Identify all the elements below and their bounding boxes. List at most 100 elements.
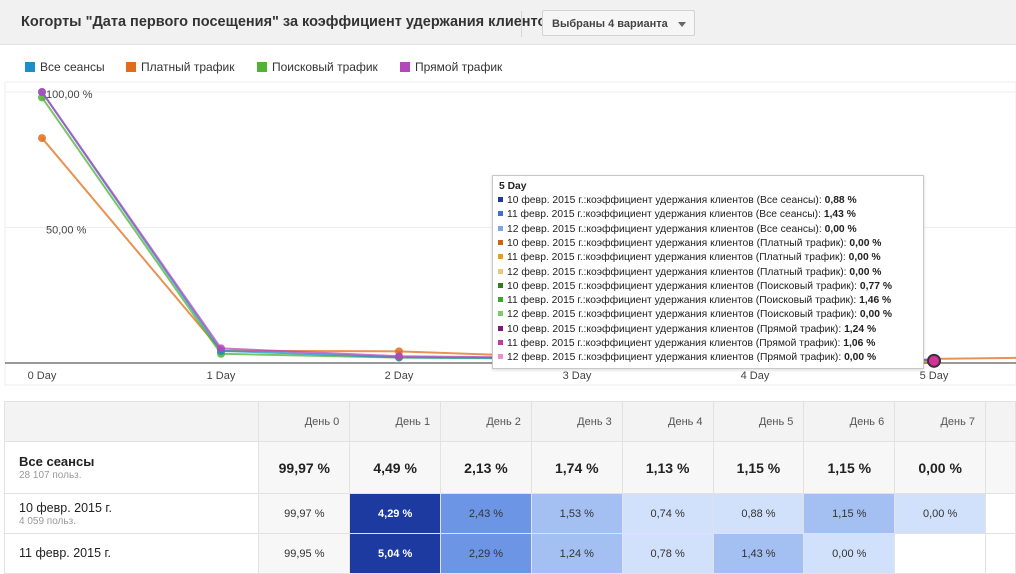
tooltip-row-label: 10 февр. 2015 г.:коэффициент удержания к…	[507, 237, 847, 249]
row-label: Все сеансы 28 107 польз.	[3, 441, 260, 494]
tooltip-title: 5 Day	[499, 181, 527, 192]
y-tick-label: 100,00 %	[46, 89, 93, 101]
tooltip-swatch-icon	[498, 325, 503, 331]
table-cell: 1,13 %	[621, 441, 714, 494]
tooltip-swatch-icon	[498, 211, 503, 217]
tooltip-row-label: 11 февр. 2015 г.:коэффициент удержания к…	[507, 209, 821, 221]
hover-point-marker	[927, 353, 941, 368]
tooltip-swatch-icon	[498, 254, 503, 260]
tooltip-row: 10 февр. 2015 г.:коэффициент удержания к…	[498, 195, 857, 209]
cohort-table: День 0 День 1 День 2 День 3 День 4 День …	[3, 401, 1016, 574]
tooltip-row-value: 0,00 %	[844, 352, 877, 364]
tooltip-row: 11 февр. 2015 г.:коэффициент удержания к…	[498, 252, 881, 266]
y-tick-label: 50,00 %	[46, 225, 87, 237]
x-tick-label: 4 Day	[741, 370, 770, 382]
tooltip-row-value: 0,88 %	[824, 195, 857, 206]
column-header: День 3	[530, 401, 623, 442]
table-cell-extra	[985, 493, 1016, 534]
data-point	[38, 134, 46, 143]
column-header: День 5	[712, 401, 805, 442]
tooltip-row-label: 12 февр. 2015 г.:коэффициент удержания к…	[507, 352, 842, 364]
tooltip-row-value: 1,43 %	[823, 209, 856, 221]
legend-item-all-sessions[interactable]: Все сеансы	[25, 60, 105, 74]
tooltip-row-value: 0,00 %	[824, 223, 857, 235]
table-cell: 2,13 %	[440, 441, 532, 494]
tooltip-row-label: 12 февр. 2015 г.:коэффициент удержания к…	[507, 223, 822, 235]
tooltip-swatch-icon	[498, 311, 503, 317]
report-title: Когорты "Дата первого посещения" за коэф…	[21, 14, 556, 30]
tooltip-row: 12 февр. 2015 г.:коэффициент удержания к…	[498, 267, 881, 281]
chart-tooltip: 5 Day 10 февр. 2015 г.:коэффициент удерж…	[492, 175, 924, 369]
table-cell: 4,29 %	[349, 493, 442, 534]
tooltip-swatch-icon	[498, 282, 503, 288]
table-cell: 1,74 %	[530, 441, 623, 494]
tooltip-row-label: 12 февр. 2015 г.:коэффициент удержания к…	[507, 266, 847, 278]
tooltip-row-value: 0,00 %	[849, 266, 882, 278]
tooltip-row-label: 11 февр. 2015 г.:коэффициент удержания к…	[507, 338, 841, 349]
segments-dropdown[interactable]: Выбраны 4 варианта	[542, 10, 695, 36]
row-name: 11 февр. 2015 г.	[19, 546, 112, 560]
table-row-total: Все сеансы 28 107 польз. 99,97 % 4,49 % …	[3, 441, 1016, 494]
column-header: День 1	[349, 401, 442, 442]
tooltip-swatch-icon	[498, 239, 503, 245]
table-cell: 99,97 %	[258, 441, 351, 494]
tooltip-swatch-icon	[498, 354, 503, 360]
x-tick-label: 5 Day	[920, 370, 949, 382]
tooltip-row-label: 11 февр. 2015 г.:коэффициент удержания к…	[507, 295, 857, 307]
chevron-down-icon	[678, 22, 686, 27]
header-divider	[521, 11, 522, 37]
x-tick-label: 0 Day	[28, 370, 57, 382]
tooltip-swatch-icon	[498, 297, 503, 303]
tooltip-row: 10 февр. 2015 г.:коэффициент удержания к…	[498, 281, 892, 295]
legend-item-paid-traffic[interactable]: Платный трафик	[126, 60, 235, 74]
data-point	[217, 344, 225, 353]
row-users: 4 059 польз.	[19, 515, 76, 527]
table-header-corner	[3, 401, 260, 442]
tooltip-row-value: 1,06 %	[843, 338, 876, 349]
tooltip-row: 11 февр. 2015 г.:коэффициент удержания к…	[498, 295, 891, 309]
tooltip-row: 11 февр. 2015 г.:коэффициент удержания к…	[498, 338, 875, 352]
report-header: Когорты "Дата первого посещения" за коэф…	[0, 0, 1016, 45]
segments-dropdown-label: Выбраны 4 варианта	[552, 18, 668, 30]
tooltip-swatch-icon	[498, 340, 503, 345]
table-cell: 0,88 %	[712, 493, 805, 534]
legend-swatch-icon	[257, 62, 267, 72]
column-header: День 2	[440, 401, 532, 442]
data-point	[395, 352, 403, 361]
table-cell: 99,97 %	[258, 493, 351, 534]
tooltip-swatch-icon	[498, 197, 503, 202]
table-cell: 1,15 %	[803, 493, 896, 534]
legend-swatch-icon	[126, 62, 136, 72]
tooltip-row: 11 февр. 2015 г.:коэффициент удержания к…	[498, 209, 856, 223]
legend-swatch-icon	[25, 62, 35, 72]
tooltip-row: 12 февр. 2015 г.:коэффициент удержания к…	[498, 224, 857, 238]
x-tick-label: 1 Day	[207, 370, 236, 382]
column-header: День 4	[621, 401, 714, 442]
column-header: День 7	[894, 401, 987, 442]
tooltip-swatch-icon	[498, 268, 503, 274]
tooltip-row-value: 1,24 %	[844, 323, 877, 335]
table-cell: 2,43 %	[440, 493, 532, 534]
x-tick-label: 2 Day	[385, 370, 414, 382]
row-name: Все сеансы	[19, 454, 95, 469]
tooltip-row-value: 1,46 %	[859, 295, 892, 307]
table-cell: 0,00 %	[894, 441, 987, 494]
tooltip-row: 10 февр. 2015 г.:коэффициент удержания к…	[498, 238, 881, 252]
row-name: 10 февр. 2015 г.	[19, 500, 112, 515]
tooltip-row-label: 11 февр. 2015 г.:коэффициент удержания к…	[507, 252, 846, 264]
table-cell: 1,53 %	[530, 493, 623, 534]
table-row[interactable]: 10 февр. 2015 г. 4 059 польз. 99,97 % 4,29 …	[3, 493, 1016, 534]
tooltip-row-value: 0,77 %	[859, 280, 892, 292]
table-cell: 1,15 %	[803, 441, 896, 494]
x-tick-label: 3 Day	[563, 370, 592, 382]
table-cell: 1,15 %	[712, 441, 805, 494]
data-point	[38, 88, 46, 96]
legend-item-search-traffic[interactable]: Поисковый трафик	[257, 60, 378, 74]
table-cell: 0,00 %	[894, 493, 987, 534]
tooltip-row-label: 10 февр. 2015 г.:коэффициент удержания к…	[507, 280, 858, 292]
legend-swatch-icon	[400, 62, 410, 72]
tooltip-row-label: 10 февр. 2015 г.:коэффициент удержания к…	[507, 195, 822, 206]
column-header-extra	[985, 401, 1016, 442]
legend-item-direct-traffic[interactable]: Прямой трафик	[400, 60, 502, 74]
tooltip-row-value: 0,00 %	[849, 237, 882, 249]
